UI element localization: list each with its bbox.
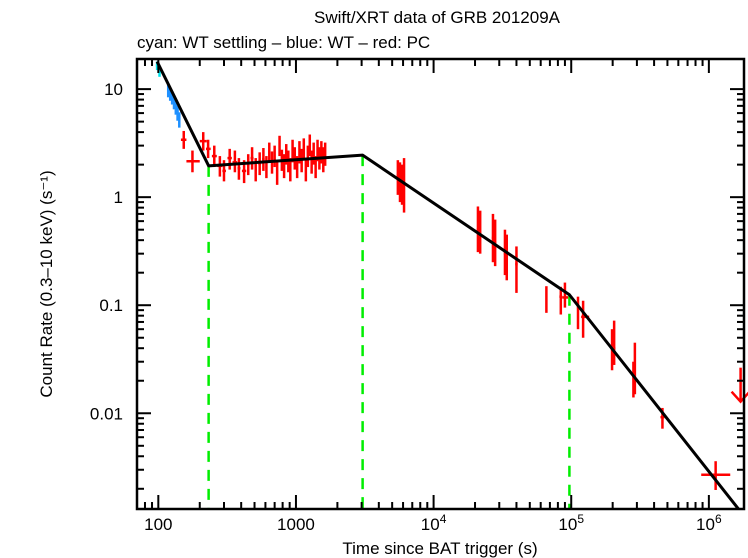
data-point — [515, 246, 518, 293]
data-point — [273, 145, 276, 168]
data-point — [199, 132, 207, 151]
model-line — [155, 60, 741, 509]
data-point — [402, 158, 406, 213]
data-point — [505, 234, 508, 281]
data-point — [559, 286, 563, 315]
data-point — [320, 141, 323, 164]
tick-labels: 100 1000 104 105 106 10 1 0.1 0.01 — [90, 80, 722, 534]
data-point — [562, 282, 569, 308]
data-point — [545, 286, 548, 313]
chart-title: Swift/XRT data of GRB 201209A — [314, 8, 561, 27]
data-point — [398, 162, 402, 203]
x-tick-label: 1000 — [277, 515, 315, 534]
data-point — [612, 320, 616, 365]
data-point — [312, 142, 315, 165]
data-point — [322, 147, 325, 173]
data-point — [323, 142, 327, 166]
data-point — [246, 154, 250, 176]
data-point — [302, 138, 306, 161]
data-point — [180, 130, 187, 149]
data-point — [186, 150, 200, 173]
x-tick-label: 104 — [421, 512, 447, 534]
break-lines — [207, 155, 571, 509]
data-point — [250, 147, 254, 170]
data-point — [633, 342, 637, 395]
data-point — [308, 134, 312, 157]
x-tick-label: 100 — [144, 515, 172, 534]
y-tick-label: 10 — [104, 80, 123, 99]
x-axis-label: Time since BAT trigger (s) — [342, 539, 537, 558]
data-point — [205, 139, 211, 159]
upper-limit-head — [730, 390, 748, 404]
y-tick-label: 0.01 — [90, 404, 123, 423]
data-point — [211, 145, 217, 168]
data-point — [227, 148, 232, 170]
data-point — [289, 158, 292, 182]
data-point — [701, 461, 731, 490]
y-tick-label: 1 — [114, 188, 123, 207]
chart-subtitle: cyan: WT settling – blue: WT – red: PC — [137, 33, 430, 52]
data-point — [491, 213, 495, 263]
axis-ticks — [136, 59, 744, 509]
x-tick-label: 105 — [558, 512, 584, 534]
data-point — [306, 145, 310, 168]
data-points — [155, 61, 731, 490]
data-point — [237, 158, 241, 180]
data-point — [268, 142, 271, 163]
x-tick-label: 106 — [696, 512, 722, 534]
data-point — [310, 150, 313, 174]
upper-limits — [730, 367, 748, 404]
data-point — [400, 164, 404, 205]
plot-frame — [135, 57, 746, 511]
data-point — [275, 160, 279, 185]
data-point — [262, 148, 265, 171]
data-point — [232, 150, 238, 173]
data-point — [265, 156, 268, 179]
series-pc — [180, 130, 731, 490]
model-fit — [155, 60, 741, 509]
data-point — [178, 112, 181, 128]
data-point — [476, 206, 480, 253]
y-axis-label: Count Rate (0.3–10 keV) (s⁻¹) — [37, 170, 56, 397]
upper-limit-arrow — [730, 367, 748, 404]
data-point — [282, 154, 286, 179]
data-point — [304, 158, 308, 182]
data-point — [576, 296, 580, 330]
y-tick-label: 0.1 — [99, 296, 123, 315]
data-point — [278, 135, 281, 157]
